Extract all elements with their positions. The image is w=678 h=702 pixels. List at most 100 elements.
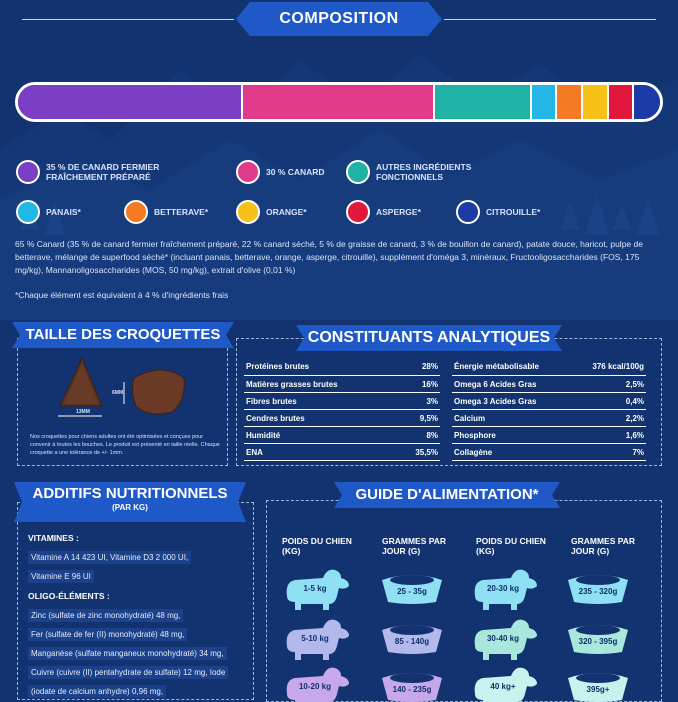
- analytics-value: 1,6%: [571, 426, 646, 444]
- head-weight-1: POIDS DU CHIEN (KG): [282, 536, 352, 556]
- legend-item: Betterave*: [124, 200, 234, 224]
- composition-segment-canard: [18, 85, 243, 119]
- dog-weight-label: 10-20 kg: [298, 682, 332, 691]
- food-bowl-icon: [568, 673, 628, 702]
- composition-segment-panais: [531, 85, 558, 119]
- ingredients-footnote: *Chaque élément est équivalent à 4 % d'i…: [15, 290, 229, 300]
- analytics-value: 0,4%: [571, 392, 646, 410]
- composition-title: COMPOSITION: [236, 2, 442, 36]
- additives-subtitle: (PAR KG): [112, 503, 148, 512]
- legend-swatch: [16, 200, 40, 224]
- analytics-label: Protéines brutes: [244, 358, 398, 376]
- analytics-label: Énergie métabolisable: [452, 358, 572, 376]
- analytics-value: 28%: [397, 358, 440, 376]
- composition-segment-citrouille: [634, 85, 660, 119]
- divider-left: [22, 19, 234, 20]
- analytics-label: Matières grasses brutes: [244, 375, 398, 393]
- dog-icon: [286, 667, 349, 702]
- analytics-label: Phosphore: [452, 426, 572, 444]
- kibble-title: TAILLE DES CROQUETTES: [12, 322, 234, 348]
- head-grams-2: GRAMMES PAR JOUR (G): [571, 536, 636, 556]
- legend-label: 35 % de canard fermier fraîchement prépa…: [46, 162, 160, 182]
- composition-segment-autres: [435, 85, 532, 119]
- additives-title: ADDITIFS NUTRITIONNELS: [32, 485, 228, 502]
- bowl-grams-label: 85 - 140g: [394, 637, 430, 646]
- analytics-value: 16%: [397, 375, 440, 393]
- analytics-value: 3%: [397, 392, 440, 410]
- bowl-grams-label: 235 - 320g: [578, 587, 618, 596]
- additive-line: Vitamine A 14 423 UI, Vitamine D3 2 000 …: [28, 551, 192, 564]
- bowl-grams-label: 320 - 395g: [578, 637, 618, 646]
- composition-segment-asperge: [608, 85, 635, 119]
- food-bowl-icon: [568, 575, 628, 604]
- legend-label: Citrouille*: [486, 207, 541, 217]
- legend-label: Orange*: [266, 207, 307, 217]
- analytics-row: Calcium 2,2%: [452, 409, 646, 427]
- analytics-label: Omega 3 Acides Gras: [452, 392, 572, 410]
- analytics-table-right: Énergie métabolisable 376 kcal/100g Omega …: [452, 358, 646, 461]
- analytics-row: Phosphore 1,6%: [452, 426, 646, 444]
- dog-icon: [286, 619, 349, 660]
- analytics-label: ENA: [244, 443, 398, 461]
- legend-swatch: [236, 160, 260, 184]
- trace-elements-title: OLIGO-ÉLÉMENTS :: [28, 591, 110, 601]
- kibble-illustration: [58, 356, 185, 417]
- analytics-value: 35,5%: [397, 443, 440, 461]
- head-grams-1: GRAMMES PAR JOUR (G): [382, 536, 447, 556]
- analytics-row: Cendres brutes 9,5%: [244, 409, 440, 427]
- analytics-label: Fibres brutes: [244, 392, 398, 410]
- legend-label: Autres ingrédients fonctionnels: [376, 162, 472, 182]
- additives-content: VITAMINES : Vitamine A 14 423 UI, Vitami…: [28, 533, 250, 702]
- legend-item: Autres ingrédients fonctionnels: [346, 160, 506, 184]
- analytics-value: 7%: [571, 443, 646, 461]
- divider-right: [444, 19, 656, 20]
- vitamins-title: VITAMINES :: [28, 533, 79, 543]
- additive-line: Zinc (sulfate de zinc monohydraté) 48 mg…: [28, 609, 184, 622]
- dog-icon: [474, 619, 537, 660]
- additives-title-banner: ADDITIFS NUTRITIONNELS (PAR KG): [14, 482, 246, 522]
- legend-item: Citrouille*: [456, 200, 566, 224]
- legend-item: Orange*: [236, 200, 346, 224]
- dog-icon: [286, 569, 349, 610]
- legend-swatch: [124, 200, 148, 224]
- dog-weight-label: 5-10 kg: [301, 634, 329, 643]
- additive-line: Fer (sulfate de fer (II) monohydraté) 48…: [28, 628, 188, 641]
- legend-label: Panais*: [46, 207, 81, 217]
- analytics-row: Fibres brutes 3%: [244, 392, 440, 410]
- food-bowl-icon: [382, 575, 442, 604]
- bowl-grams-label: 25 - 35g: [397, 587, 427, 596]
- analytics-label: Humidité: [244, 426, 398, 444]
- dog-weight-label: 40 kg+: [490, 682, 516, 691]
- food-bowl-icon: [382, 625, 442, 654]
- analytics-row: Matières grasses brutes 16%: [244, 375, 440, 393]
- composition-segment-canard-seche: [242, 85, 436, 119]
- analytics-value: 376 kcal/100g: [571, 358, 646, 376]
- legend-swatch: [456, 200, 480, 224]
- dog-weight-label: 20-30 kg: [486, 584, 520, 593]
- analytics-row: Énergie métabolisable 376 kcal/100g: [452, 358, 646, 376]
- kibble-height-label: 6MM: [112, 390, 124, 396]
- legend-swatch: [346, 160, 370, 184]
- legend-swatch: [16, 160, 40, 184]
- legend-swatch: [346, 200, 370, 224]
- analytics-value: 2,2%: [571, 409, 646, 427]
- analytics-row: Omega 6 Acides Gras 2,5%: [452, 375, 646, 393]
- analytics-label: Cendres brutes: [244, 409, 398, 427]
- dog-weight-label: 30-40 kg: [486, 634, 520, 643]
- composition-segment-betterave: [557, 85, 583, 119]
- legend-item: 35 % de canard fermier fraîchement prépa…: [16, 160, 216, 184]
- kibble-note: Nos croquettes pour chiens adultes ont é…: [30, 434, 220, 456]
- additive-line: Manganèse (sulfate manganeux monohydraté…: [28, 647, 227, 660]
- bowl-grams-label: 140 - 235g: [392, 685, 432, 694]
- additive-line: Cuivre (cuivre (II) pentahydrate de sulf…: [28, 666, 229, 679]
- food-bowl-icon: [382, 673, 442, 702]
- additive-line: Vitamine E 96 UI: [28, 570, 94, 583]
- analytics-label: Calcium: [452, 409, 572, 427]
- ingredients-text: 65 % Canard (35 % de canard fermier fraî…: [15, 239, 643, 275]
- analytics-table-left: Protéines brutes 28% Matières grasses brut…: [244, 358, 440, 461]
- analytics-value: 8%: [397, 426, 440, 444]
- bowl-grams-label: 395g+: [586, 685, 610, 694]
- analytics-row: ENA 35,5%: [244, 443, 440, 461]
- analytics-value: 2,5%: [571, 375, 646, 393]
- analytics-title: CONSTITUANTS ANALYTIQUES: [296, 325, 562, 351]
